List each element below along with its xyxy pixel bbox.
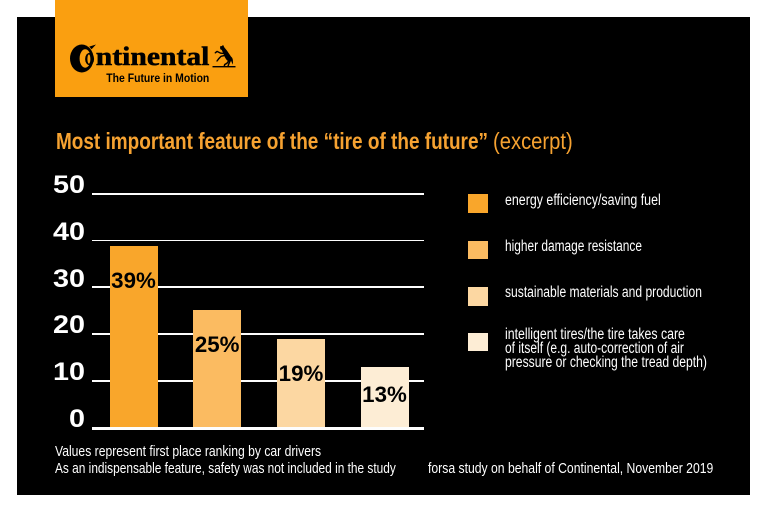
svg-text:ntinental: ntinental: [96, 42, 210, 71]
svg-text:The Future in Motion: The Future in Motion: [106, 73, 209, 85]
